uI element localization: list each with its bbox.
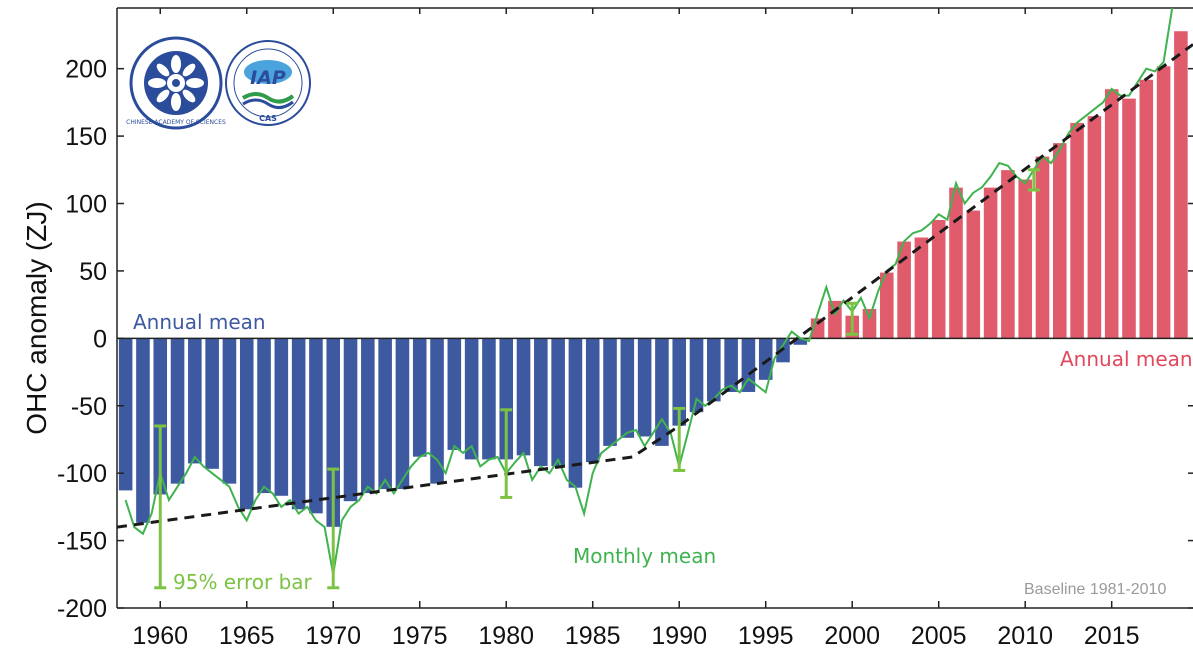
svg-text:CHINESE ACADEMY OF SCIENCES: CHINESE ACADEMY OF SCIENCES xyxy=(126,119,226,126)
y-tick-label: 50 xyxy=(79,258,107,286)
bar-1981 xyxy=(516,338,531,456)
y-tick-label: -50 xyxy=(71,393,107,421)
bar-1979 xyxy=(481,338,497,460)
error-bars xyxy=(154,168,1040,590)
bar-2013 xyxy=(1069,122,1085,339)
monthly-mean-label: Monthly mean xyxy=(573,544,716,568)
baseline-note: Baseline 1981-2010 xyxy=(1024,581,1166,598)
svg-text:CAS: CAS xyxy=(259,114,277,123)
bar-1964 xyxy=(222,338,237,485)
bar-1963 xyxy=(204,338,220,470)
bar-2007 xyxy=(965,209,981,339)
error-bar-0 xyxy=(154,424,167,590)
bar-1974 xyxy=(395,338,410,490)
x-tick-label: 1975 xyxy=(392,622,448,650)
annual-mean-bars xyxy=(118,30,1189,528)
bar-1973 xyxy=(377,338,393,490)
bar-1971 xyxy=(343,338,358,502)
x-tick-label: 1990 xyxy=(651,622,707,650)
y-tick-label: -150 xyxy=(57,528,107,556)
bar-1989 xyxy=(654,338,670,447)
error-bar-2 xyxy=(500,408,513,499)
bar-1978 xyxy=(464,338,480,460)
x-tick-label: 2010 xyxy=(997,622,1053,650)
monthly-mean-line xyxy=(124,8,1174,575)
bar-2011 xyxy=(1035,156,1050,339)
cas-logo: CHINESE ACADEMY OF SCIENCES xyxy=(126,36,226,130)
bar-2009 xyxy=(1000,169,1016,339)
bar-2015 xyxy=(1104,88,1120,339)
bar-1961 xyxy=(170,338,185,485)
bar-1975 xyxy=(412,338,428,458)
bar-1994 xyxy=(741,338,756,393)
bar-1985 xyxy=(585,338,601,463)
iap-logo: IAP CAS xyxy=(225,40,311,126)
bar-2017 xyxy=(1138,79,1154,339)
bar-2004 xyxy=(914,236,929,339)
bar-1968 xyxy=(291,338,307,510)
bar-2008 xyxy=(983,187,998,339)
y-tick-label: 150 xyxy=(65,123,107,151)
y-tick-label: 200 xyxy=(65,56,107,84)
x-tick-label: 1965 xyxy=(219,622,275,650)
bar-1986 xyxy=(602,338,618,447)
svg-text:IAP: IAP xyxy=(250,67,286,89)
bar-2019 xyxy=(1173,30,1189,339)
x-tick-label: 1985 xyxy=(565,622,621,650)
bar-2012 xyxy=(1052,142,1068,339)
bar-1967 xyxy=(273,338,289,497)
bar-1988 xyxy=(637,338,653,438)
bar-1983 xyxy=(550,338,566,467)
x-tick-label: 2000 xyxy=(824,622,880,650)
bar-1977 xyxy=(446,338,462,451)
bar-1969 xyxy=(308,338,324,514)
bar-1966 xyxy=(256,338,272,494)
x-tick-label: 2015 xyxy=(1084,622,1140,650)
y-tick-label: -100 xyxy=(57,460,107,488)
x-tick-label: 1970 xyxy=(305,622,361,650)
bar-1958 xyxy=(118,338,134,491)
bar-2016 xyxy=(1121,98,1137,339)
y-axis-ticks: 200 150 100 50 0 -50 -100 -150 -200 xyxy=(57,56,1193,623)
x-tick-label: 1980 xyxy=(478,622,534,650)
y-tick-label: 100 xyxy=(65,191,107,219)
annual-mean-label-left: Annual mean xyxy=(133,310,266,334)
y-axis-label: OHC anomaly (ZJ) xyxy=(21,201,52,434)
y-tick-label: -200 xyxy=(57,595,107,623)
bar-1976 xyxy=(429,338,445,485)
error-bar-4 xyxy=(846,301,859,336)
bar-2001 xyxy=(862,308,877,339)
annual-mean-label-right: Annual mean xyxy=(1060,347,1193,371)
error-bar-1 xyxy=(327,467,340,590)
trend-line xyxy=(117,43,1193,529)
x-tick-label: 2005 xyxy=(911,622,967,650)
error-bar-5 xyxy=(1027,168,1040,192)
x-tick-label: 1995 xyxy=(738,622,794,650)
x-tick-label: 1960 xyxy=(132,622,188,650)
bar-1972 xyxy=(360,338,376,494)
bar-1962 xyxy=(187,338,203,465)
bar-1959 xyxy=(135,338,151,524)
bar-2010 xyxy=(1017,178,1033,339)
bar-1965 xyxy=(239,338,255,510)
bar-2006 xyxy=(948,187,964,339)
bar-2014 xyxy=(1087,115,1102,339)
error-bar-3 xyxy=(673,406,686,472)
bar-1987 xyxy=(619,338,635,439)
bar-1982 xyxy=(533,338,549,467)
y-tick-label: 0 xyxy=(93,325,107,353)
x-axis-ticks: 1960 1965 1970 1975 1980 1985 1990 1995 2000 2005… xyxy=(132,8,1140,650)
error-bar-label: 95% error bar xyxy=(173,570,313,594)
bar-2018 xyxy=(1156,65,1171,339)
